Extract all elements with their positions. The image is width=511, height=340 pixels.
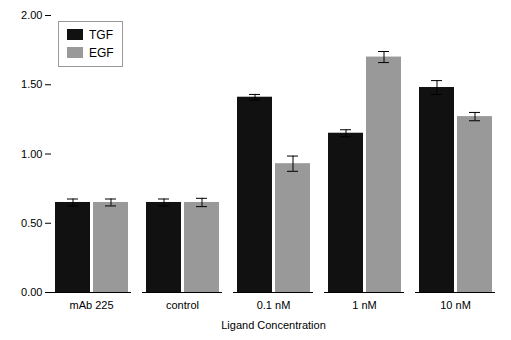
svg-text:mAb 225: mAb 225 bbox=[69, 299, 113, 311]
svg-text:10 nM: 10 nM bbox=[440, 299, 471, 311]
svg-text:0.00: 0.00 bbox=[21, 286, 42, 298]
svg-text:Ligand Concentration: Ligand Concentration bbox=[221, 319, 326, 331]
svg-text:0.50: 0.50 bbox=[21, 217, 42, 229]
svg-text:2.00: 2.00 bbox=[21, 9, 42, 21]
svg-text:0.1 nM: 0.1 nM bbox=[257, 299, 291, 311]
svg-text:control: control bbox=[166, 299, 199, 311]
svg-text:1 nM: 1 nM bbox=[352, 299, 376, 311]
html-text:TGF: TGF bbox=[89, 28, 113, 42]
html-text:EGF: EGF bbox=[89, 46, 114, 60]
svg-text:1.50: 1.50 bbox=[21, 78, 42, 90]
svg-text:1.00: 1.00 bbox=[21, 148, 42, 160]
